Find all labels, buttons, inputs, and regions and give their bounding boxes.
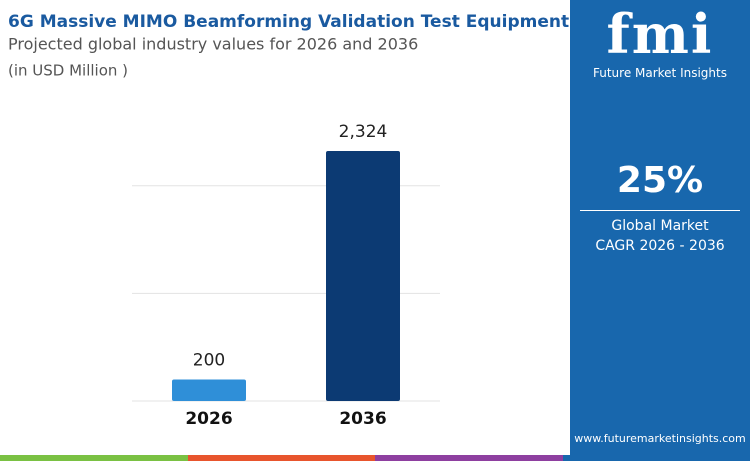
divider	[580, 210, 740, 211]
strip-segment	[562, 455, 750, 461]
unit-label: (in USD Million )	[8, 62, 128, 80]
value-label: 2,324	[339, 122, 388, 142]
value-label: 200	[193, 350, 225, 370]
sidebar: fmi Future Market Insights 25% Global Ma…	[570, 0, 750, 455]
chart-title: 6G Massive MIMO Beamforming Validation T…	[8, 12, 570, 32]
cagr-label: Global Market	[611, 218, 709, 234]
strip-segment	[0, 455, 188, 461]
strip-segment	[187, 455, 375, 461]
chart: 6G Massive MIMO Beamforming Validation T…	[8, 12, 570, 429]
logo: fmi	[606, 2, 714, 66]
brand-name: Future Market Insights	[592, 66, 727, 80]
bar	[326, 150, 400, 401]
cagr-label: CAGR 2026 - 2036	[595, 238, 725, 254]
bar	[172, 379, 246, 401]
website: www.futuremarketinsights.com	[574, 432, 746, 445]
cagr-value: 25%	[616, 160, 704, 201]
x-tick-label: 2026	[185, 409, 232, 429]
chart-subtitle: Projected global industry values for 202…	[8, 35, 418, 54]
color-strip	[0, 455, 750, 461]
strip-segment	[375, 455, 563, 461]
x-tick-label: 2036	[339, 409, 386, 429]
